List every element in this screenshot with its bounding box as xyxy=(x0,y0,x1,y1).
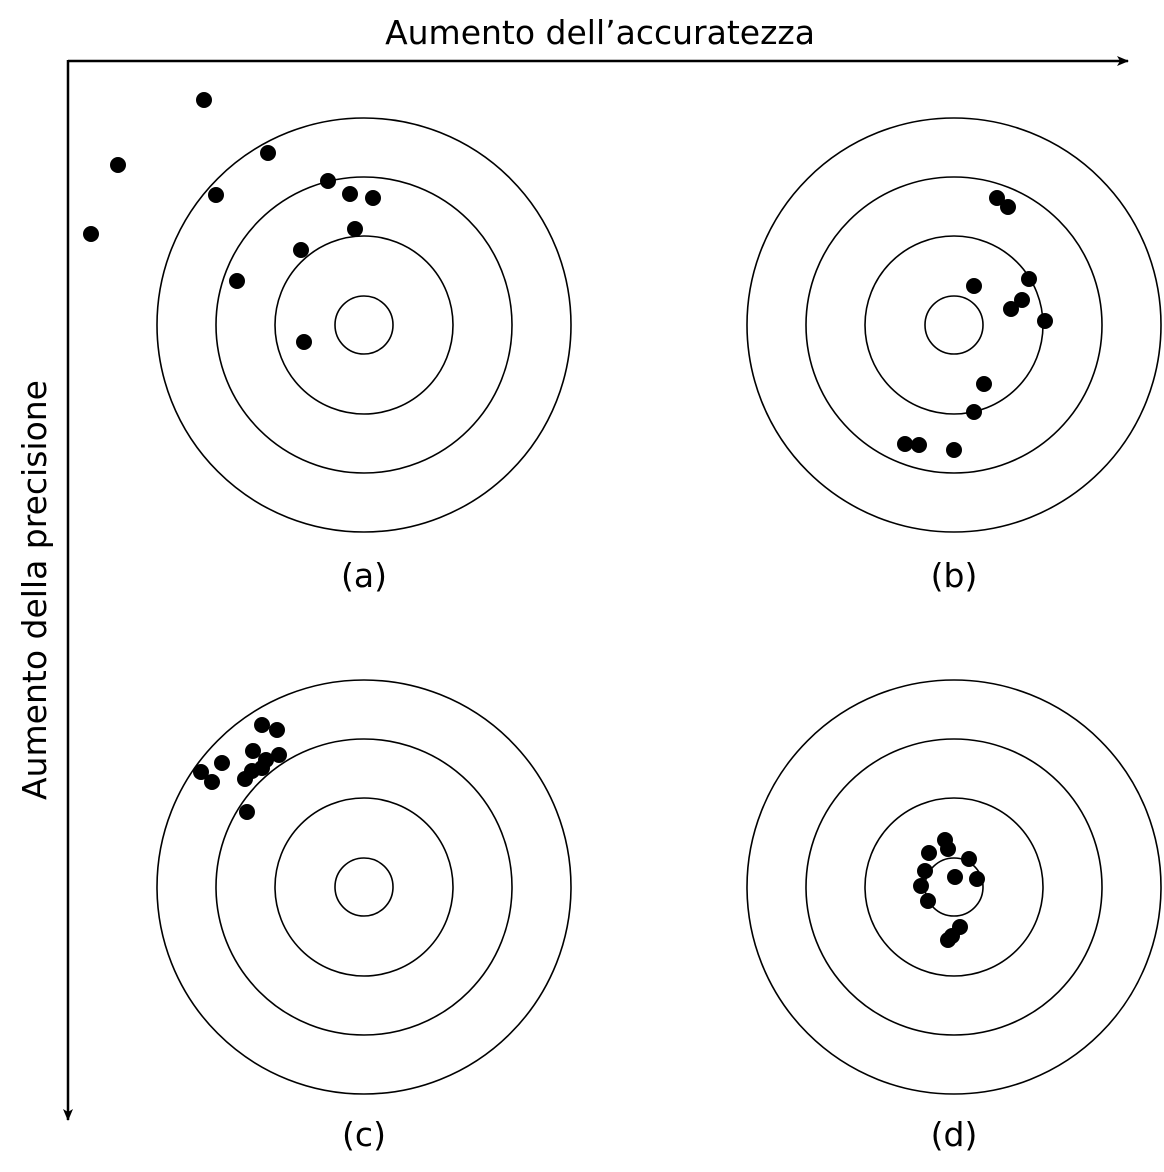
target-ring-outer xyxy=(746,679,1162,1095)
panel-caption-c: (c) xyxy=(342,1115,386,1154)
shot-group-b xyxy=(897,190,1053,458)
shot xyxy=(911,437,927,453)
shot xyxy=(83,226,99,242)
panel-caption-b: (b) xyxy=(931,556,978,595)
target-ring-inner xyxy=(274,797,454,977)
shot xyxy=(913,878,929,894)
shot xyxy=(1014,292,1030,308)
shot xyxy=(966,404,982,420)
target-bullseye xyxy=(924,857,984,917)
shot xyxy=(917,863,933,879)
shot xyxy=(260,145,276,161)
shot xyxy=(365,190,381,206)
shot xyxy=(897,436,913,452)
shot xyxy=(320,173,336,189)
shot xyxy=(208,187,224,203)
target-ring-outer xyxy=(156,679,572,1095)
shot xyxy=(966,278,982,294)
shot xyxy=(204,774,220,790)
target-bullseye xyxy=(334,857,394,917)
target-ring-inner xyxy=(274,235,454,415)
shot xyxy=(969,871,985,887)
shot xyxy=(196,92,212,108)
target-ring-middle xyxy=(805,176,1103,474)
target-bullseye xyxy=(924,295,984,355)
shot xyxy=(269,722,285,738)
shot xyxy=(293,242,309,258)
shot xyxy=(961,851,977,867)
shot xyxy=(920,893,936,909)
shot xyxy=(1021,271,1037,287)
target-ring-outer xyxy=(746,117,1162,533)
shot xyxy=(1037,313,1053,329)
target-ring-middle xyxy=(805,738,1103,1036)
target-panel-b: (b) xyxy=(746,117,1162,595)
shot xyxy=(947,869,963,885)
shot xyxy=(245,743,261,759)
shot xyxy=(296,334,312,350)
shot-group-a xyxy=(83,92,381,350)
target-ring-inner xyxy=(864,235,1044,415)
target-ring-inner xyxy=(864,797,1044,977)
target-ring-outer xyxy=(156,117,572,533)
shot xyxy=(193,764,209,780)
shot xyxy=(110,157,126,173)
shot xyxy=(239,804,255,820)
shot xyxy=(347,221,363,237)
target-panel-a: (a) xyxy=(83,92,572,595)
shot xyxy=(214,755,230,771)
precision-axis-label: Aumento della precisione xyxy=(15,380,54,800)
panel-caption-d: (d) xyxy=(931,1115,978,1154)
shot xyxy=(342,186,358,202)
shot xyxy=(271,747,287,763)
target-bullseye xyxy=(334,295,394,355)
shot xyxy=(237,771,253,787)
shot xyxy=(940,841,956,857)
shot xyxy=(1003,301,1019,317)
accuracy-axis-label: Aumento dell’accuratezza xyxy=(385,13,815,52)
shot xyxy=(921,845,937,861)
shot xyxy=(229,273,245,289)
shot-group-d xyxy=(913,832,985,948)
shot xyxy=(946,442,962,458)
target-ring-middle xyxy=(215,176,513,474)
target-panel-d: (d) xyxy=(746,679,1162,1154)
shot xyxy=(1000,199,1016,215)
shot xyxy=(940,932,956,948)
shot xyxy=(976,376,992,392)
target-panel-c: (c) xyxy=(156,679,572,1154)
shot xyxy=(254,717,270,733)
panel-caption-a: (a) xyxy=(341,556,387,595)
target-ring-middle xyxy=(215,738,513,1036)
shot-group-c xyxy=(193,717,287,820)
shot xyxy=(989,190,1005,206)
